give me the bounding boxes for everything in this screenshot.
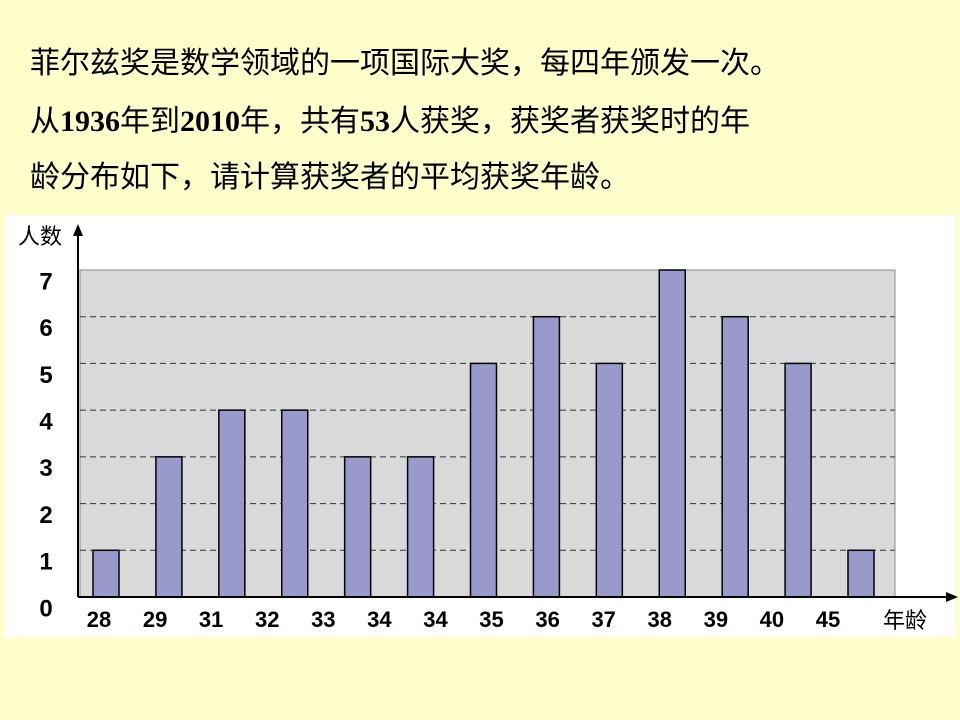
x-tick-label: 31 <box>199 607 223 632</box>
bar <box>532 315 561 598</box>
x-tick-label: 40 <box>760 607 784 632</box>
bar <box>155 456 183 598</box>
x-tick-label: 38 <box>648 607 672 632</box>
y-tick-label: 1 <box>39 549 52 576</box>
y-tick-label: 2 <box>39 502 52 529</box>
bar <box>658 269 686 598</box>
problem-line: 菲尔兹奖是数学领域的一项国际大奖，每四年颁发一次。 <box>30 46 780 81</box>
bar <box>784 362 812 598</box>
y-tick-label: 7 <box>39 268 52 295</box>
bar <box>281 409 309 598</box>
bar <box>469 362 498 598</box>
x-tick-label: 29 <box>143 607 167 632</box>
bar <box>218 409 246 598</box>
y-tick-label: 0 <box>39 595 52 622</box>
problem-line: 龄分布如下，请计算获奖者的平均获奖年龄。 <box>30 160 630 195</box>
x-arrow <box>946 592 958 602</box>
problem-line: 从1936年到2010年，共有53人获奖，获奖者获奖时的年 <box>30 104 750 139</box>
x-tick-label: 34 <box>423 607 448 632</box>
x-tick-label: 28 <box>87 607 111 632</box>
x-tick-label: 36 <box>535 607 559 632</box>
x-tick-label: 33 <box>311 607 335 632</box>
bar <box>721 315 749 598</box>
x-tick-label: 45 <box>816 607 840 632</box>
y-tick-label: 5 <box>39 362 52 389</box>
x-tick-label: 32 <box>255 607 279 632</box>
y-tick-label: 4 <box>39 408 53 435</box>
bar <box>406 456 435 598</box>
y-axis-label: 人数 <box>18 225 62 250</box>
y-tick-label: 3 <box>39 455 52 482</box>
bar <box>847 549 875 598</box>
bar <box>595 362 624 598</box>
bar <box>92 549 120 598</box>
x-tick-label: 35 <box>479 607 503 632</box>
bar <box>343 456 372 598</box>
y-arrow <box>73 224 83 236</box>
x-tick-label: 34 <box>367 607 392 632</box>
x-tick-label: 37 <box>591 607 615 632</box>
x-axis-label: 年龄 <box>883 609 927 634</box>
y-tick-label: 6 <box>39 315 52 342</box>
x-tick-label: 39 <box>704 607 728 632</box>
